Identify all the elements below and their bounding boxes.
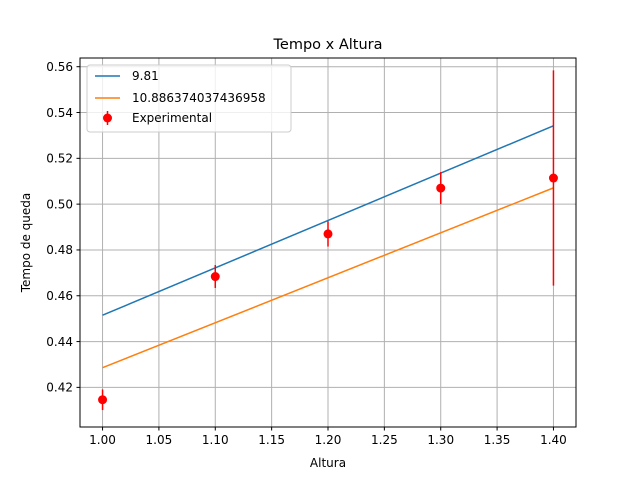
x-axis-label: Altura	[310, 456, 346, 470]
data-point	[210, 272, 220, 282]
legend-label-10-886: 10.886374037436958	[132, 91, 266, 105]
y-tick-label: 0.42	[46, 381, 73, 395]
y-tick-label: 0.44	[46, 335, 73, 349]
data-point	[436, 183, 446, 193]
x-tick-label: 1.05	[146, 433, 173, 447]
x-tick-label: 1.25	[371, 433, 398, 447]
legend-label-9-81: 9.81	[132, 69, 159, 83]
data-point	[98, 395, 108, 405]
legend: 9.81 10.886374037436958 Experimental	[86, 64, 292, 133]
x-axis-ticks: 1.00 1.05 1.10 1.15 1.20 1.25 1.30 1.35 1.40	[89, 427, 567, 447]
y-tick-label: 0.48	[46, 243, 73, 257]
y-axis-ticks: 0.42 0.44 0.46 0.48 0.50 0.52 0.54 0.56	[46, 60, 80, 395]
series-line-0	[102, 125, 554, 316]
x-tick-label: 1.40	[540, 433, 567, 447]
legend-swatch-experimental-marker	[103, 113, 112, 123]
data-point	[548, 173, 558, 183]
y-tick-label: 0.50	[46, 197, 73, 211]
data-point	[323, 229, 333, 239]
x-tick-label: 1.30	[427, 433, 454, 447]
series-line-1	[102, 187, 554, 369]
y-tick-label: 0.52	[46, 152, 73, 166]
y-tick-label: 0.46	[46, 289, 73, 303]
x-tick-label: 1.10	[202, 433, 229, 447]
y-axis-label: Tempo de queda	[19, 193, 33, 294]
legend-label-experimental: Experimental	[132, 111, 212, 125]
series-layer	[98, 70, 558, 411]
chart-title: Tempo x Altura	[273, 37, 383, 53]
legend-box	[86, 64, 292, 133]
x-tick-label: 1.15	[258, 433, 285, 447]
x-tick-label: 1.00	[89, 433, 116, 447]
x-tick-label: 1.20	[315, 433, 342, 447]
x-tick-label: 1.35	[484, 433, 511, 447]
y-tick-label: 0.54	[46, 106, 73, 120]
y-tick-label: 0.56	[46, 60, 73, 74]
